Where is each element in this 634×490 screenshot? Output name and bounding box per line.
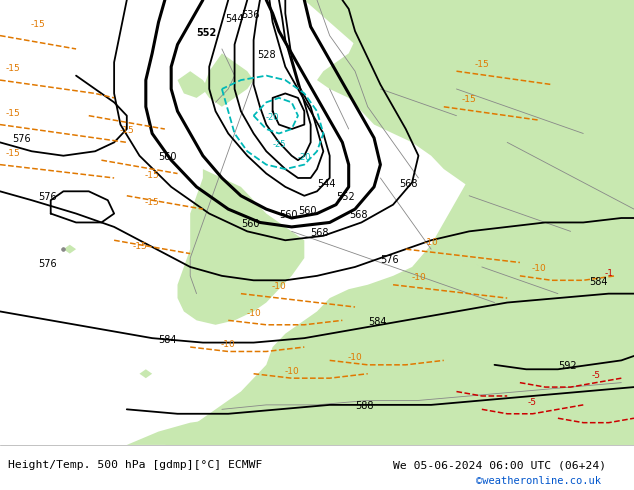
Polygon shape <box>139 369 152 378</box>
Polygon shape <box>127 365 634 445</box>
Polygon shape <box>178 169 304 325</box>
Text: -10: -10 <box>271 282 287 291</box>
Text: -15: -15 <box>132 242 147 251</box>
Text: -15: -15 <box>474 60 489 69</box>
Text: -10: -10 <box>284 367 299 376</box>
Text: 584: 584 <box>368 317 386 327</box>
Text: 584: 584 <box>590 277 608 287</box>
Text: 588: 588 <box>355 401 373 411</box>
Text: 560: 560 <box>279 210 297 220</box>
Text: -25: -25 <box>272 140 286 149</box>
Text: -10: -10 <box>531 265 547 273</box>
Text: 592: 592 <box>558 361 576 371</box>
Text: ©weatheronline.co.uk: ©weatheronline.co.uk <box>476 476 600 487</box>
Text: -10: -10 <box>424 238 439 246</box>
Text: 576: 576 <box>13 134 31 145</box>
Text: 568: 568 <box>311 228 329 238</box>
Text: -10: -10 <box>221 340 236 349</box>
Polygon shape <box>203 53 254 107</box>
Text: -15: -15 <box>5 149 20 158</box>
Text: 576: 576 <box>38 192 56 202</box>
Text: 568: 568 <box>399 179 418 189</box>
Text: 552: 552 <box>336 192 355 202</box>
Text: 536: 536 <box>241 10 259 20</box>
Text: 560: 560 <box>158 152 177 162</box>
Text: -15: -15 <box>5 109 20 118</box>
Text: -15: -15 <box>145 171 160 180</box>
Text: 544: 544 <box>317 179 335 189</box>
Text: 552: 552 <box>197 27 217 38</box>
Polygon shape <box>178 71 209 98</box>
Text: 584: 584 <box>158 335 177 344</box>
Polygon shape <box>165 0 634 445</box>
Text: -15: -15 <box>5 64 20 73</box>
Text: -15: -15 <box>119 126 134 135</box>
Text: -20: -20 <box>266 113 280 122</box>
Text: 560: 560 <box>298 206 316 216</box>
Text: 544: 544 <box>225 14 243 24</box>
Text: -20: -20 <box>297 153 311 162</box>
Text: -10: -10 <box>246 309 261 318</box>
Text: 576: 576 <box>380 254 399 265</box>
Text: 568: 568 <box>349 210 367 220</box>
Text: We 05-06-2024 06:00 UTC (06+24): We 05-06-2024 06:00 UTC (06+24) <box>393 460 606 470</box>
Text: -1: -1 <box>604 269 613 278</box>
Text: -10: -10 <box>347 353 363 363</box>
Text: -15: -15 <box>462 96 477 104</box>
Text: Height/Temp. 500 hPa [gdmp][°C] ECMWF: Height/Temp. 500 hPa [gdmp][°C] ECMWF <box>8 460 262 470</box>
Text: -15: -15 <box>145 197 160 207</box>
Text: 576: 576 <box>38 259 56 269</box>
Text: -5: -5 <box>592 371 600 380</box>
Polygon shape <box>317 0 634 329</box>
Polygon shape <box>63 245 76 254</box>
Text: 528: 528 <box>257 50 275 60</box>
Text: -15: -15 <box>30 20 46 29</box>
Text: 560: 560 <box>241 219 259 229</box>
Text: -5: -5 <box>528 398 537 407</box>
Text: -10: -10 <box>411 273 426 282</box>
